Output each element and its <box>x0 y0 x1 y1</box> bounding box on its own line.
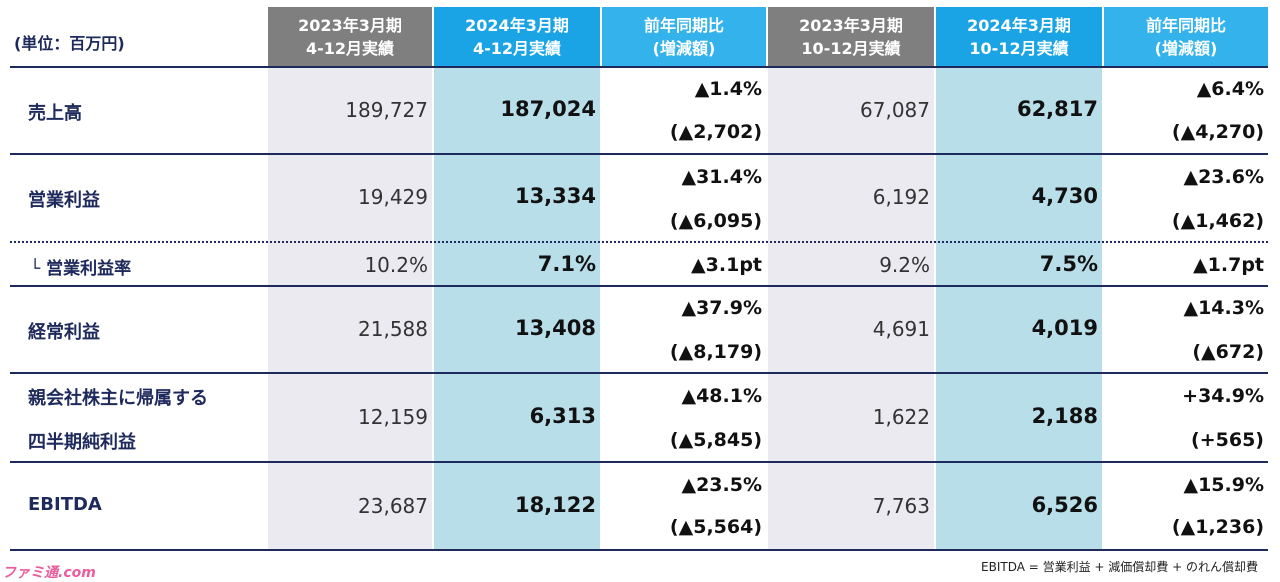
yoy-amount: (▲5,845) <box>669 429 762 451</box>
header-line2: 4-12月実績 <box>305 38 395 58</box>
header-line2: 10-12月実績 <box>969 38 1069 58</box>
footnote: EBITDA = 営業利益 + 減価償却費 + のれん償却費 <box>981 560 1258 574</box>
value-curr-q: 7.5% <box>1039 252 1098 276</box>
row-label-line2: 四半期純利益 <box>28 432 136 453</box>
header-line2: (増減額) <box>1154 38 1218 58</box>
yoy-pct: ▲48.1% <box>681 385 762 407</box>
value-curr-q: 4,019 <box>1031 316 1098 340</box>
row-divider-dotted <box>10 241 1268 243</box>
value-curr-q: 2,188 <box>1031 404 1098 428</box>
row-divider <box>10 372 1268 374</box>
band-prev-q <box>768 66 934 550</box>
q-yoy-amount: (▲1,236) <box>1171 516 1264 538</box>
header-prev-ytd: 2023年3月期 4-12月実績 <box>268 7 432 66</box>
q-yoy-amount: (▲1,462) <box>1171 210 1264 232</box>
yoy-amount: (▲8,179) <box>669 341 762 363</box>
q-yoy-pct: ▲15.9% <box>1183 474 1264 496</box>
header-prev-q: 2023年3月期 10-12月実績 <box>768 7 934 66</box>
row-label: 経常利益 <box>28 322 100 343</box>
row-divider <box>10 153 1268 155</box>
header-curr-ytd: 2024年3月期 4-12月実績 <box>434 7 600 66</box>
header-line2: 10-12月実績 <box>801 38 901 58</box>
unit-label: (単位：百万円) <box>14 34 125 53</box>
yoy-pct: ▲31.4% <box>681 166 762 188</box>
value-prev-ytd: 189,727 <box>345 98 428 122</box>
value-curr-q: 6,526 <box>1031 493 1098 517</box>
value-curr-ytd: 13,334 <box>514 184 596 208</box>
q-yoy-amount: (+565) <box>1191 429 1264 451</box>
header-line1: 2023年3月期 <box>298 15 402 35</box>
row-divider <box>10 549 1268 551</box>
q-yoy-pct: ▲23.6% <box>1183 166 1264 188</box>
watermark-logo: ファミ通.com <box>2 565 96 581</box>
value-prev-q: 4,691 <box>872 317 930 341</box>
header-divider <box>10 66 1268 68</box>
header-line1: 2023年3月期 <box>799 15 903 35</box>
value-curr-ytd: 18,122 <box>514 493 596 517</box>
value-curr-ytd: 7.1% <box>537 252 596 276</box>
row-divider <box>10 461 1268 463</box>
value-prev-q: 7,763 <box>872 494 930 518</box>
value-curr-ytd: 187,024 <box>500 97 596 121</box>
yoy-pct: ▲37.9% <box>681 297 762 319</box>
q-yoy-pct: ▲1.7pt <box>1193 254 1264 276</box>
q-yoy-pct: ▲14.3% <box>1183 297 1264 319</box>
yoy-pct: ▲23.5% <box>681 474 762 496</box>
header-line2: 4-12月実績 <box>472 38 562 58</box>
yoy-amount: (▲5,564) <box>669 516 762 538</box>
value-prev-q: 1,622 <box>872 405 930 429</box>
value-curr-q: 4,730 <box>1031 184 1098 208</box>
header-yoy-ytd: 前年同期比 (増減額) <box>602 7 766 66</box>
value-prev-q: 6,192 <box>872 185 930 209</box>
value-prev-ytd: 10.2% <box>364 253 428 277</box>
yoy-pct: ▲1.4% <box>694 78 762 100</box>
value-prev-ytd: 21,588 <box>358 317 428 341</box>
value-prev-q: 67,087 <box>860 98 930 122</box>
row-label-line1: 親会社株主に帰属する <box>28 388 208 409</box>
band-curr-q <box>936 66 1102 550</box>
q-yoy-amount: (▲672) <box>1192 341 1264 363</box>
header-line1: 2024年3月期 <box>967 15 1071 35</box>
header-yoy-q: 前年同期比 (増減額) <box>1104 7 1268 66</box>
row-label: 営業利益 <box>28 190 100 211</box>
band-prev-ytd <box>268 66 432 550</box>
q-yoy-pct: +34.9% <box>1182 385 1264 407</box>
row-divider <box>10 285 1268 287</box>
q-yoy-amount: (▲4,270) <box>1171 121 1264 143</box>
value-curr-q: 62,817 <box>1016 97 1098 121</box>
value-curr-ytd: 13,408 <box>514 316 596 340</box>
row-label: EBITDA <box>28 494 102 515</box>
yoy-amount: (▲2,702) <box>669 121 762 143</box>
value-curr-ytd: 6,313 <box>529 404 596 428</box>
header-line1: 2024年3月期 <box>465 15 569 35</box>
yoy-amount: (▲6,095) <box>669 210 762 232</box>
header-curr-q: 2024年3月期 10-12月実績 <box>936 7 1102 66</box>
value-prev-ytd: 12,159 <box>358 405 428 429</box>
q-yoy-pct: ▲6.4% <box>1196 78 1264 100</box>
yoy-pct: ▲3.1pt <box>691 254 762 276</box>
band-curr-ytd <box>434 66 600 550</box>
value-prev-ytd: 19,429 <box>358 185 428 209</box>
value-prev-ytd: 23,687 <box>358 494 428 518</box>
header-line2: (増減額) <box>652 38 716 58</box>
header-line1: 前年同期比 <box>643 15 724 35</box>
row-label: └ 営業利益率 <box>30 259 132 279</box>
header-line1: 前年同期比 <box>1145 15 1226 35</box>
row-label: 売上高 <box>28 103 82 124</box>
value-prev-q: 9.2% <box>879 253 930 277</box>
